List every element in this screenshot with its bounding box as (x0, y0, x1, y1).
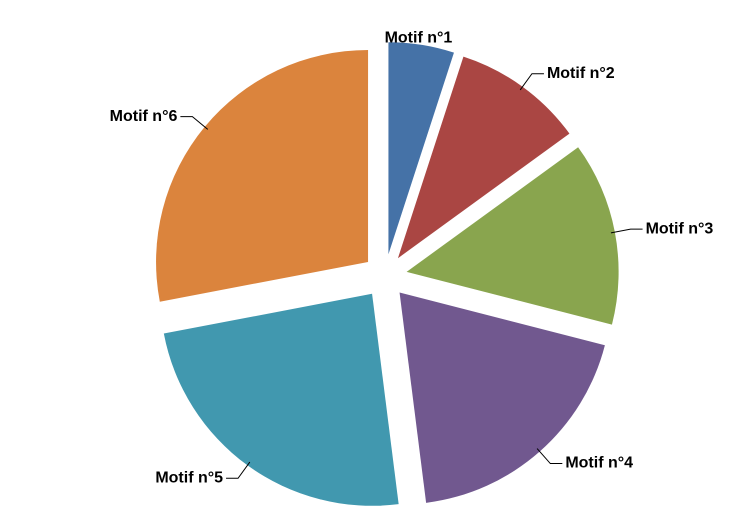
slice-label: Motif n°3 (646, 220, 714, 237)
pie-slice (156, 49, 369, 302)
leader-line (226, 461, 251, 479)
slice-label: Motif n°2 (547, 65, 615, 82)
leader-line (519, 73, 544, 91)
leader-line (536, 448, 563, 465)
slice-label: Motif n°5 (155, 469, 223, 486)
leader-line (610, 228, 643, 234)
slice-label: Motif n°1 (385, 29, 453, 46)
pie-slice (163, 293, 399, 506)
pie-slice (397, 56, 570, 259)
leader-line (180, 116, 209, 130)
slice-label: Motif n°4 (565, 455, 633, 472)
pie-slice (406, 147, 619, 325)
slice-label: Motif n°6 (110, 108, 178, 125)
pie-slice (399, 292, 605, 503)
pie-slice (388, 42, 454, 255)
